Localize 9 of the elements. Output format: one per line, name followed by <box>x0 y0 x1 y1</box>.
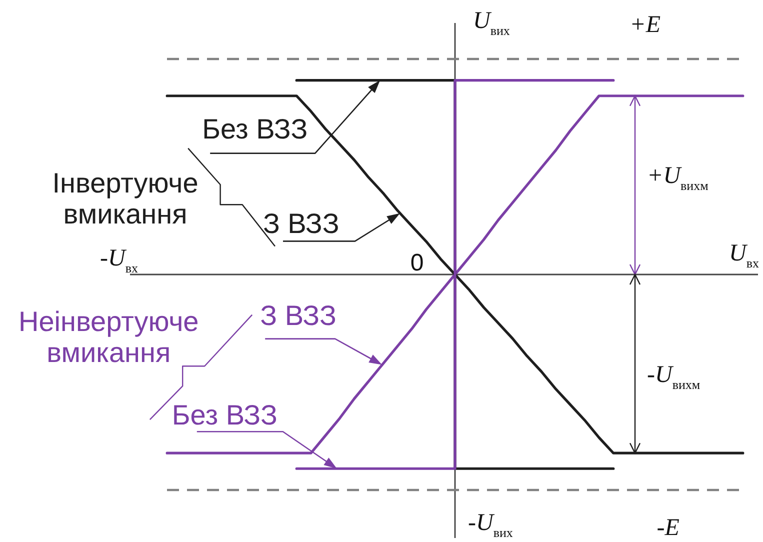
legend-label: З ВЗЗ <box>262 208 340 240</box>
annotation: Інвертуюче вмикання <box>52 167 198 230</box>
text: З ВЗЗ <box>260 300 336 331</box>
series-label: Без ВЗЗ <box>202 113 308 144</box>
series-label: Без ВЗЗ <box>172 400 278 431</box>
annotation: Неінвертуюче вмикання <box>18 306 199 368</box>
ref-line-label: -E <box>656 514 680 541</box>
ref-line-label: +E <box>630 12 661 38</box>
annotation: 0 <box>410 249 424 276</box>
